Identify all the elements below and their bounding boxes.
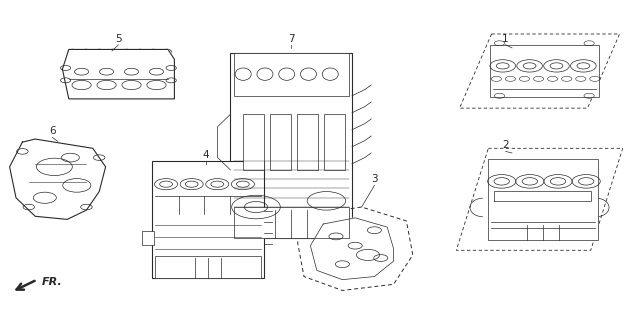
Text: 7: 7	[288, 34, 294, 44]
Text: 6: 6	[49, 126, 56, 136]
FancyBboxPatch shape	[230, 53, 352, 238]
Ellipse shape	[279, 68, 295, 80]
Polygon shape	[310, 218, 394, 280]
FancyBboxPatch shape	[243, 114, 264, 170]
Ellipse shape	[301, 68, 317, 80]
Text: 4: 4	[203, 150, 209, 159]
FancyBboxPatch shape	[234, 207, 349, 238]
FancyBboxPatch shape	[324, 114, 345, 170]
FancyBboxPatch shape	[488, 159, 598, 240]
Polygon shape	[63, 49, 174, 99]
Text: 5: 5	[115, 34, 122, 44]
FancyBboxPatch shape	[297, 114, 318, 170]
Text: 1: 1	[502, 34, 509, 44]
FancyBboxPatch shape	[156, 256, 261, 278]
Text: 3: 3	[371, 174, 378, 184]
FancyBboxPatch shape	[152, 161, 264, 278]
Polygon shape	[10, 139, 106, 219]
Ellipse shape	[323, 68, 339, 80]
FancyBboxPatch shape	[143, 231, 154, 245]
FancyBboxPatch shape	[490, 45, 599, 97]
FancyBboxPatch shape	[234, 53, 349, 96]
Text: 2: 2	[502, 140, 509, 150]
FancyBboxPatch shape	[270, 114, 291, 170]
Ellipse shape	[257, 68, 273, 80]
Ellipse shape	[236, 68, 252, 80]
Text: FR.: FR.	[42, 277, 63, 287]
